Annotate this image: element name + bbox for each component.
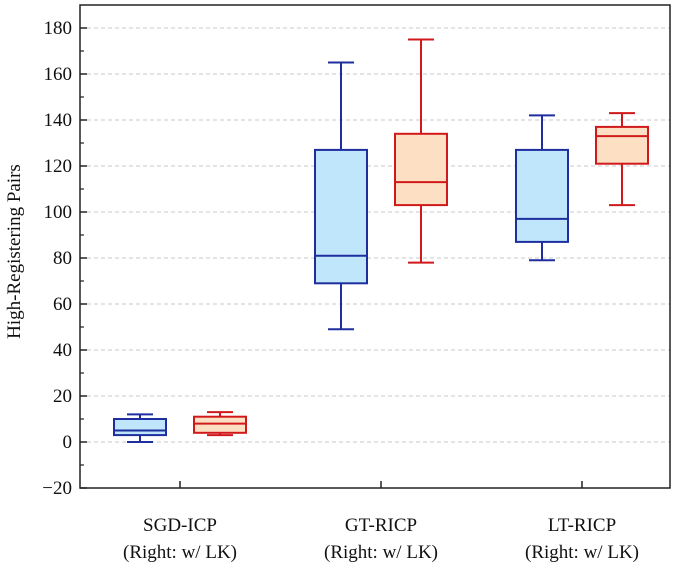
box-series <box>113 38 649 443</box>
y-tick-label: −20 <box>42 478 72 499</box>
box-1-0 <box>314 61 368 331</box>
x-tick-sublabel: (Right: w/ LK) <box>525 542 639 563</box>
iqr-box <box>314 148 368 285</box>
x-axis-labels: SGD-ICP (Right: w/ LK) GT-RICP (Right: w/ L… <box>123 481 639 563</box>
y-tick-label: 40 <box>53 340 72 361</box>
y-tick-label: 20 <box>53 386 72 407</box>
y-axis-ticks: −20 0 20 40 60 80 100 120 140 160 180 <box>42 18 87 499</box>
x-tick-label: SGD-ICP <box>143 515 217 536</box>
y-tick-label: 100 <box>44 202 73 223</box>
iqr-box <box>515 148 569 243</box>
y-tick-label: 60 <box>53 294 72 315</box>
y-axis-title: High-Registering Pairs <box>4 164 25 339</box>
box-0-1 <box>193 411 247 437</box>
y-tick-label: 80 <box>53 248 72 269</box>
iqr-box <box>193 415 247 434</box>
y-tick-label: 120 <box>44 156 73 177</box>
iqr-box <box>113 418 167 437</box>
plot-frame <box>79 4 671 489</box>
x-tick-sublabel: (Right: w/ LK) <box>324 542 438 563</box>
gridlines <box>80 27 670 443</box>
box-1-1 <box>394 38 448 264</box>
y-tick-label: 180 <box>44 18 73 39</box>
box-2-1 <box>595 112 649 207</box>
y-tick-label: 0 <box>63 432 73 453</box>
box-2-0 <box>515 114 569 262</box>
y-tick-label: 140 <box>44 110 73 131</box>
y-tick-label: 160 <box>44 64 73 85</box>
iqr-box <box>394 132 448 207</box>
box-0-0 <box>113 413 167 443</box>
x-tick-label: GT-RICP <box>345 515 417 536</box>
iqr-box <box>595 125 649 165</box>
x-tick-label: LT-RICP <box>548 515 616 536</box>
x-tick-sublabel: (Right: w/ LK) <box>123 542 237 563</box>
